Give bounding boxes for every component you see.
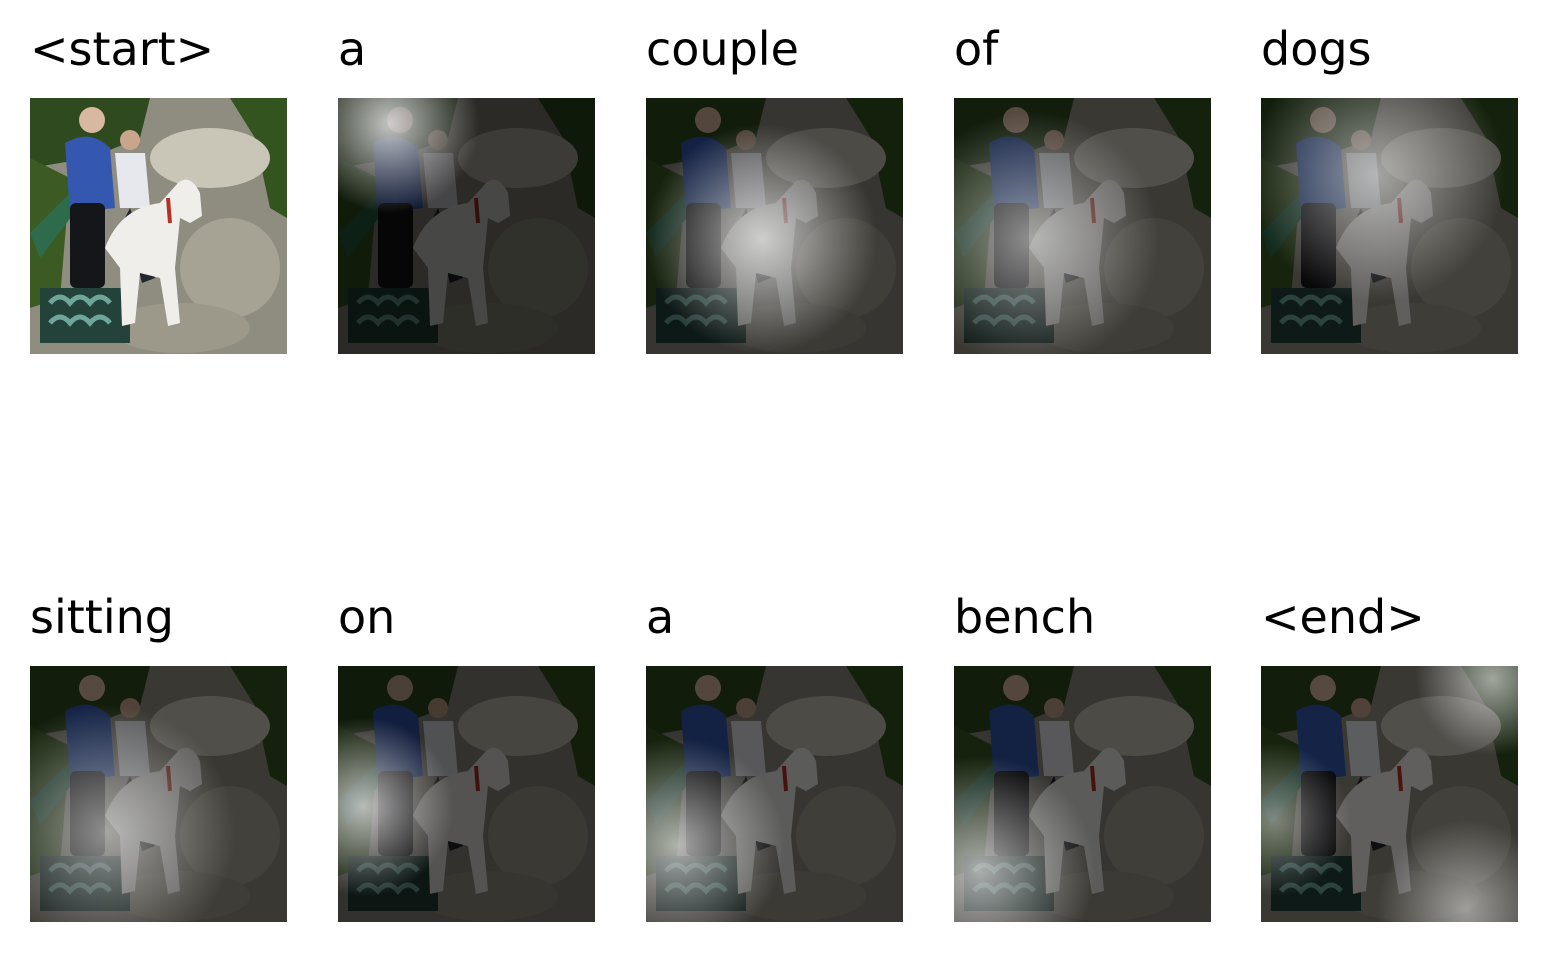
attention-image xyxy=(338,98,595,354)
attention-image xyxy=(646,98,903,354)
caption-word: dogs xyxy=(1261,22,1372,76)
caption-word: a xyxy=(646,590,675,644)
caption-word: <start> xyxy=(30,22,215,76)
caption-word: of xyxy=(954,22,999,76)
attention-image xyxy=(30,98,287,354)
attention-image xyxy=(954,666,1211,922)
caption-word: on xyxy=(338,590,396,644)
caption-word: sitting xyxy=(30,590,174,644)
attention-image xyxy=(338,666,595,922)
attention-image xyxy=(1261,666,1518,922)
caption-word: couple xyxy=(646,22,799,76)
attention-image xyxy=(30,666,287,922)
attention-image xyxy=(1261,98,1518,354)
caption-word: a xyxy=(338,22,367,76)
attention-image xyxy=(646,666,903,922)
attention-image xyxy=(954,98,1211,354)
caption-word: bench xyxy=(954,590,1096,644)
caption-word: <end> xyxy=(1261,590,1425,644)
